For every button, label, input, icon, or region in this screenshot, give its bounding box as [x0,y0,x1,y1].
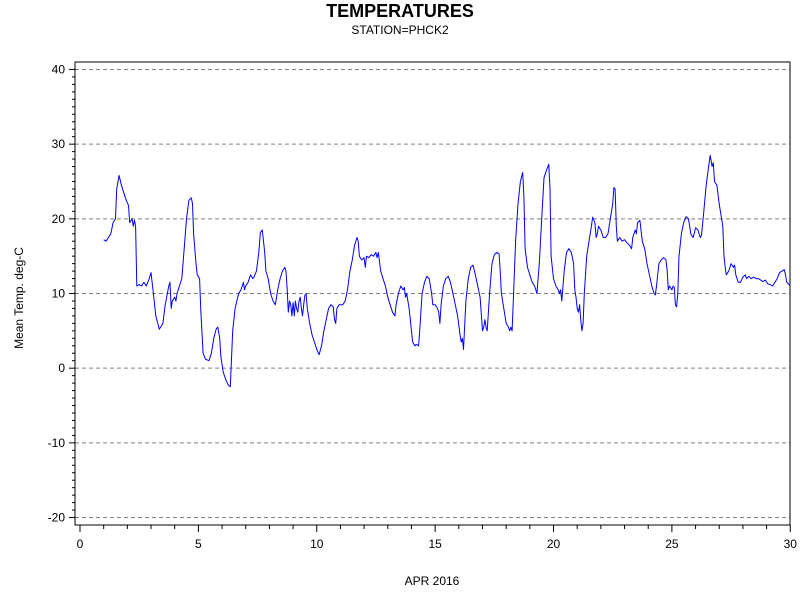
x-tick-label: 0 [77,537,84,551]
y-tick-label: -10 [48,436,66,450]
x-axis-label: APR 2016 [404,574,460,588]
y-tick-label: 40 [52,62,66,76]
y-tick-label: 20 [52,212,66,226]
series-line [103,154,791,388]
grid-lines [75,68,790,519]
y-tick-label: 30 [52,137,66,151]
x-tick-label: 15 [428,537,442,551]
y-axis: -20 -10 0 10 20 30 40 [48,62,75,525]
y-tick-label: 0 [58,361,65,375]
y-tick-label: 10 [52,287,66,301]
x-tick-label: 10 [310,537,324,551]
series-layer [103,154,791,388]
minor-ticks [72,76,768,529]
chart-title: TEMPERATURES [326,1,474,21]
chart-subtitle: STATION=PHCK2 [351,23,449,37]
x-tick-label: 20 [547,537,561,551]
x-tick-label: 30 [784,537,798,551]
x-tick-label: 5 [195,537,202,551]
x-tick-label: 25 [665,537,679,551]
y-axis-label: Mean Temp. deg-C [12,247,26,349]
x-axis: 0 5 10 15 20 25 30 [77,525,798,551]
plot-frame [74,61,791,526]
y-tick-label: -20 [48,511,66,525]
